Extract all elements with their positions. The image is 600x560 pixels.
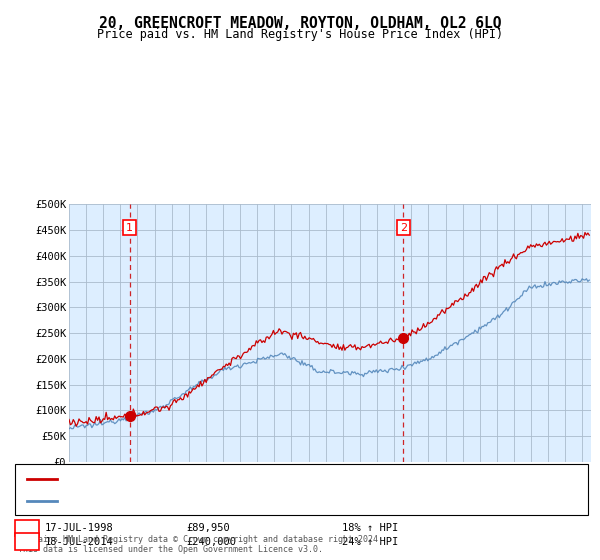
Text: HPI: Average price, detached house, Oldham: HPI: Average price, detached house, Oldh… (63, 496, 310, 506)
Text: Price paid vs. HM Land Registry's House Price Index (HPI): Price paid vs. HM Land Registry's House … (97, 28, 503, 41)
Text: 17-JUL-1998: 17-JUL-1998 (45, 523, 114, 533)
Text: 18-JUL-2014: 18-JUL-2014 (45, 536, 114, 547)
Text: 20, GREENCROFT MEADOW, ROYTON, OLDHAM, OL2 6LQ: 20, GREENCROFT MEADOW, ROYTON, OLDHAM, O… (99, 16, 501, 31)
Text: 1: 1 (23, 523, 31, 533)
Text: 2: 2 (23, 536, 31, 547)
Text: 20, GREENCROFT MEADOW, ROYTON, OLDHAM, OL2 6LQ (detached house): 20, GREENCROFT MEADOW, ROYTON, OLDHAM, O… (63, 474, 433, 484)
Text: Contains HM Land Registry data © Crown copyright and database right 2024.
This d: Contains HM Land Registry data © Crown c… (18, 535, 383, 554)
Text: £240,000: £240,000 (186, 536, 236, 547)
Text: 2: 2 (400, 222, 407, 232)
Text: 18% ↑ HPI: 18% ↑ HPI (342, 523, 398, 533)
Text: £89,950: £89,950 (186, 523, 230, 533)
Text: 24% ↑ HPI: 24% ↑ HPI (342, 536, 398, 547)
Text: 1: 1 (126, 222, 133, 232)
